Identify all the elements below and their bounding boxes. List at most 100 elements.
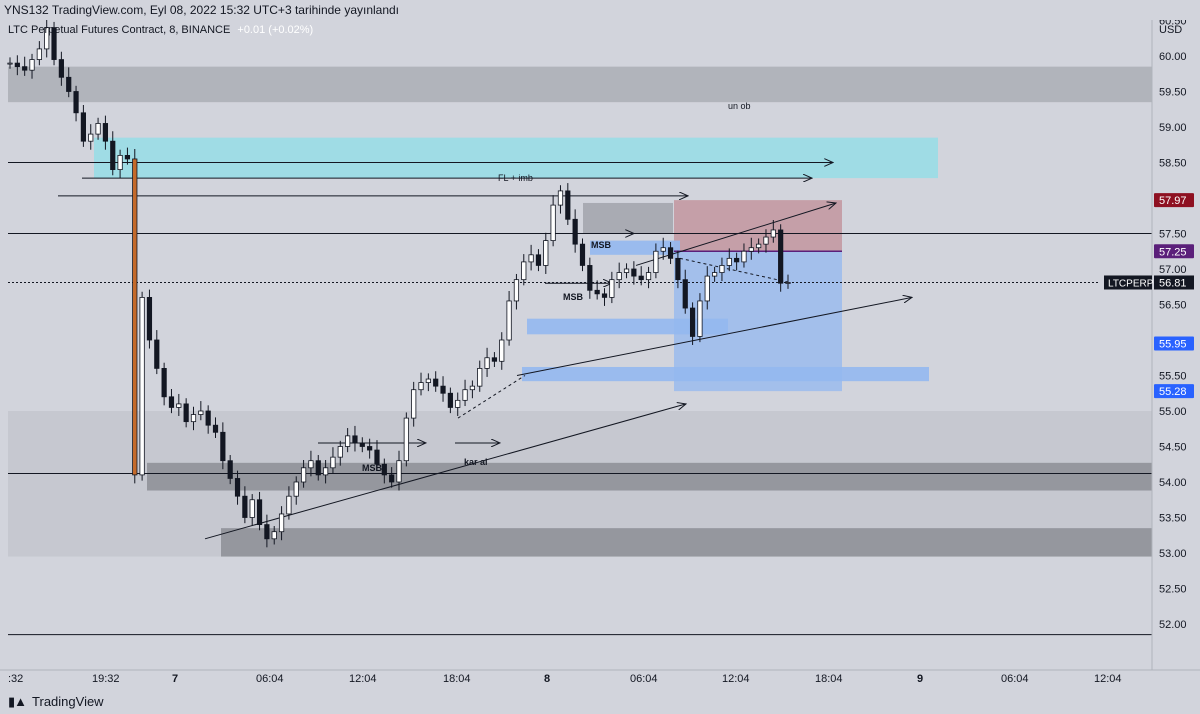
candle-body	[418, 382, 424, 391]
candle	[433, 371, 439, 392]
candle-body	[212, 424, 219, 433]
candle	[139, 291, 145, 481]
candle	[293, 476, 299, 505]
candle-body	[403, 417, 409, 462]
candle	[756, 238, 762, 254]
candle	[572, 209, 578, 253]
publish-info: YNS132 TradingView.com, Eyl 08, 2022 15:…	[4, 3, 400, 17]
last-price-symbol-label: LTCPERP	[1108, 278, 1154, 289]
time-tick-label: 12:04	[722, 673, 750, 685]
candle-body	[234, 478, 241, 497]
candle	[425, 373, 431, 392]
candle-body	[330, 456, 336, 469]
candle	[697, 293, 703, 343]
candle-body	[491, 357, 498, 362]
candle	[550, 195, 556, 247]
candle-body	[80, 112, 86, 142]
candle-body	[389, 474, 395, 483]
time-axis-ticks: :32 19:32 7 06:04 12:04 18:04 8 06:04 12:04 18:04…	[8, 673, 1122, 685]
candle-body	[359, 442, 365, 447]
plot-background	[8, 20, 1152, 670]
candle-body	[543, 240, 549, 266]
candle	[315, 455, 321, 481]
candle-body	[587, 265, 593, 291]
candle	[124, 147, 131, 165]
time-tick-label: 19:32	[92, 673, 120, 685]
candle-body	[741, 250, 747, 263]
candle	[51, 21, 57, 66]
candle-body	[293, 481, 299, 497]
candle	[80, 104, 86, 147]
candle-body	[631, 268, 637, 277]
candle	[168, 388, 175, 414]
time-tick-label: 7	[172, 673, 178, 685]
candle-body	[594, 289, 600, 295]
candle-body	[315, 460, 321, 476]
dashed-trend-2	[679, 257, 791, 283]
candle-body	[88, 133, 94, 142]
candle	[521, 254, 527, 286]
candle	[528, 244, 534, 271]
annotation-msb-3: MSB	[362, 463, 383, 473]
price-tick-label: 59.00	[1159, 122, 1187, 134]
candle-body	[770, 229, 776, 238]
candle-body	[623, 268, 630, 273]
annotation-kar-al: kar al	[464, 457, 488, 467]
candle	[345, 428, 351, 453]
candle	[95, 117, 101, 140]
candle	[484, 347, 490, 377]
candle	[22, 56, 28, 76]
price-tick-label: 52.00	[1159, 619, 1187, 631]
candle-body	[374, 449, 380, 465]
candle	[506, 291, 512, 346]
candle	[146, 289, 153, 349]
candle-body	[36, 48, 42, 60]
price-tick-label: 55.00	[1159, 406, 1187, 418]
candle-body	[396, 460, 402, 483]
candle-body	[58, 59, 64, 78]
candle-body	[205, 410, 211, 426]
candle	[132, 149, 138, 484]
candle	[785, 274, 791, 289]
candle	[660, 237, 666, 260]
candle-body	[557, 190, 564, 206]
candle-body	[682, 279, 688, 309]
candle-body	[176, 403, 182, 408]
last-price-symbol-badge	[1104, 275, 1152, 290]
candle-body	[300, 467, 307, 483]
candle-body	[14, 62, 20, 68]
candle-body	[168, 396, 175, 408]
chart-area[interactable]: un ob FL + imb MSB MSB MSB kar al USD 60…	[0, 20, 1200, 690]
tradingview-logo[interactable]: ▮▲ TradingView	[8, 690, 104, 714]
candle-body	[484, 357, 490, 369]
price-badge	[1154, 244, 1194, 259]
candle-body	[726, 257, 732, 266]
candle-body	[477, 367, 483, 387]
candle-body	[638, 275, 644, 281]
zone-order-block-1	[147, 462, 1152, 491]
candle	[748, 237, 754, 260]
candle-body	[645, 272, 652, 281]
price-tick-label: 57.00	[1159, 264, 1187, 276]
candle	[653, 243, 659, 279]
candle	[403, 412, 409, 467]
price-tick-label: 55.50	[1159, 371, 1187, 383]
price-tick-label: 54.00	[1159, 477, 1187, 489]
zone-fl-imb	[94, 137, 938, 179]
symbol-title: LTC Perpetual Futures Contract, 8, BINAN…	[8, 24, 231, 36]
price-tick-label: 52.50	[1159, 584, 1187, 596]
candle	[176, 393, 182, 416]
candle	[198, 401, 204, 421]
price-tick-label: 53.00	[1159, 548, 1187, 560]
trendline-mid	[516, 297, 912, 376]
candle-body	[528, 254, 534, 263]
candle-body	[513, 279, 520, 302]
candle-body	[609, 279, 615, 298]
candle-body	[367, 446, 373, 451]
price-axis-ticks: 60.5060.0059.5059.0058.5058.0057.5057.00…	[1159, 20, 1187, 631]
candle	[271, 526, 277, 545]
candle	[234, 470, 241, 505]
time-tick-label: 9	[917, 673, 923, 685]
candle-body	[110, 140, 116, 170]
candle-body	[323, 467, 329, 476]
